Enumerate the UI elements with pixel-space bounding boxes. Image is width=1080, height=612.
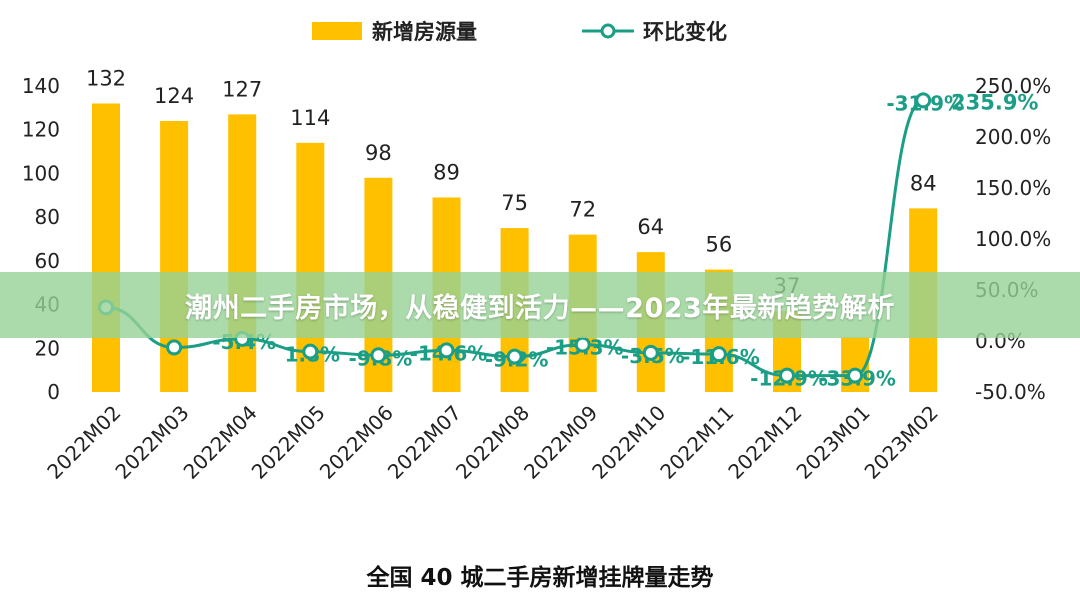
line-point-2022M06: [370, 347, 387, 364]
left-axis-tick-label: 80: [35, 205, 60, 229]
x-axis-tick-label: 2023M02: [860, 401, 943, 484]
bar-value-label: 84: [910, 171, 937, 195]
bar-value-label: 56: [706, 233, 733, 257]
x-axis-tick-label: 2022M02: [42, 401, 125, 484]
x-axis-tick-label: 2022M11: [655, 401, 738, 484]
bar-2022M02: [92, 103, 120, 392]
x-axis-tick-label: 2022M10: [587, 401, 670, 484]
right-axis-tick-label: -50.0%: [975, 380, 1046, 404]
x-axis-tick-label: 2022M07: [383, 401, 466, 484]
x-axis-tick-label: 2022M06: [315, 401, 398, 484]
right-axis-tick-label: 250.0%: [975, 74, 1051, 98]
left-axis-tick-label: 20: [35, 336, 60, 360]
bar-value-label: 64: [637, 215, 664, 239]
x-axis-tick-label: 2022M12: [723, 401, 806, 484]
x-axis-tick-label: 2022M04: [179, 401, 262, 484]
bar-value-label: 72: [569, 198, 596, 222]
x-axis-tick-label: 2022M08: [451, 401, 534, 484]
line-point-2023M02: [915, 92, 932, 109]
line-point-2022M11: [710, 346, 727, 363]
line-peak-label: 235.9%: [951, 90, 1038, 114]
bar-value-label: 75: [501, 191, 528, 215]
x-axis-tick-label: 2022M05: [247, 401, 330, 484]
x-axis-tick-label: 2022M09: [519, 401, 602, 484]
x-axis-tick-label: 2023M01: [791, 401, 874, 484]
line-point-2022M12: [779, 367, 795, 384]
bar-value-label: 98: [365, 141, 392, 165]
left-axis-tick-label: 100: [22, 161, 60, 185]
chart-title: 全国 40 城二手房新增挂牌量走势: [366, 565, 714, 591]
legend-line-label: 环比变化: [643, 20, 727, 44]
left-axis-tick-label: 0: [47, 380, 60, 404]
line-point-2022M09: [574, 336, 591, 353]
left-axis-tick-label: 60: [35, 249, 60, 273]
x-axis-tick-label: 2022M03: [110, 401, 193, 484]
left-axis-tick-label: 120: [22, 118, 60, 142]
line-point-2022M10: [642, 344, 659, 361]
line-point-2022M03: [166, 339, 183, 356]
bar-value-label: 124: [154, 84, 194, 108]
overlay-banner: 潮州二手房市场，从稳健到活力——2023年最新趋势解析: [0, 272, 1080, 338]
line-point-2022M08: [506, 348, 523, 365]
bar-value-label: 89: [433, 160, 460, 184]
legend-line-marker: [600, 23, 616, 39]
left-axis-tick-label: 140: [22, 74, 60, 98]
line-point-2023M01: [847, 367, 864, 384]
right-axis-tick-label: 100.0%: [975, 227, 1051, 251]
bar-value-label: 132: [86, 66, 126, 90]
overlay-title: 潮州二手房市场，从稳健到活力——2023年最新趋势解析: [185, 292, 895, 324]
right-axis-tick-label: 200.0%: [975, 125, 1051, 149]
bar-value-label: 114: [290, 106, 330, 130]
right-axis-tick-label: 150.0%: [975, 176, 1051, 200]
legend-bar-swatch: [312, 22, 362, 40]
line-point-2022M05: [302, 343, 319, 360]
line-point-2022M07: [438, 342, 455, 359]
bar-value-label: 127: [222, 77, 262, 101]
legend-bar-label: 新增房源量: [372, 20, 477, 44]
